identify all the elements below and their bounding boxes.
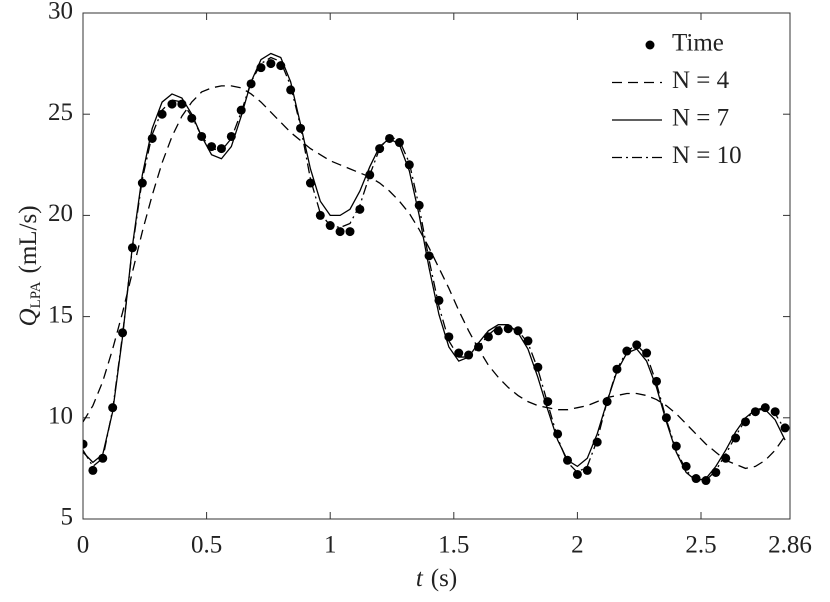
data-point	[523, 336, 533, 346]
legend-label: N = 7	[672, 105, 729, 132]
x-tick-label: 2.86	[768, 532, 812, 559]
x-label-unit: (s)	[431, 565, 457, 592]
data-point	[216, 144, 226, 154]
data-point	[493, 326, 503, 336]
legend-label: N = 4	[672, 67, 730, 94]
y-tick-label: 15	[48, 301, 73, 328]
legend-marker	[645, 40, 655, 50]
plot-frame	[82, 12, 791, 520]
data-point	[780, 423, 790, 433]
data-point	[355, 204, 365, 214]
data-point	[88, 465, 98, 475]
data-point	[83, 439, 88, 449]
data-point	[315, 210, 325, 220]
data-point	[503, 324, 513, 334]
x-tick-label: 1.5	[438, 532, 469, 559]
data-point	[642, 348, 652, 358]
data-point	[770, 407, 780, 417]
data-point	[345, 227, 355, 237]
y-axis-label: QLPA (mL/s)	[15, 205, 45, 326]
data-point	[454, 348, 464, 358]
y-tick-label: 25	[48, 99, 73, 126]
data-point	[652, 376, 662, 386]
y-tick-label: 10	[48, 403, 73, 430]
y-label-symbol: Q	[15, 308, 42, 326]
legend-label: N = 10	[672, 142, 742, 169]
data-point	[483, 332, 493, 342]
series-line	[83, 56, 786, 482]
data-point	[335, 227, 345, 237]
data-point	[157, 109, 167, 119]
plot-area	[83, 52, 790, 486]
x-axis-label: t (s)	[416, 565, 457, 592]
y-tick-label: 30	[48, 0, 73, 25]
x-tick-label: 1	[324, 532, 337, 559]
y-label-subscript: LPA	[28, 281, 44, 308]
legend-label: Time	[672, 30, 724, 57]
x-tick-label: 0	[77, 532, 90, 559]
y-tick-label: 5	[61, 504, 74, 531]
x-tick-label: 2	[571, 532, 584, 559]
x-label-symbol: t	[416, 565, 424, 592]
y-label-unit: (mL/s)	[15, 205, 42, 273]
data-point	[167, 99, 177, 109]
data-point	[582, 465, 592, 475]
series-line	[83, 85, 786, 470]
x-tick-label: 2.5	[685, 532, 716, 559]
x-tick-label: 0.5	[191, 532, 222, 559]
data-point	[266, 59, 276, 69]
data-point	[711, 467, 721, 477]
y-tick-label: 20	[48, 200, 73, 227]
data-point	[572, 469, 582, 479]
data-point	[394, 138, 404, 148]
